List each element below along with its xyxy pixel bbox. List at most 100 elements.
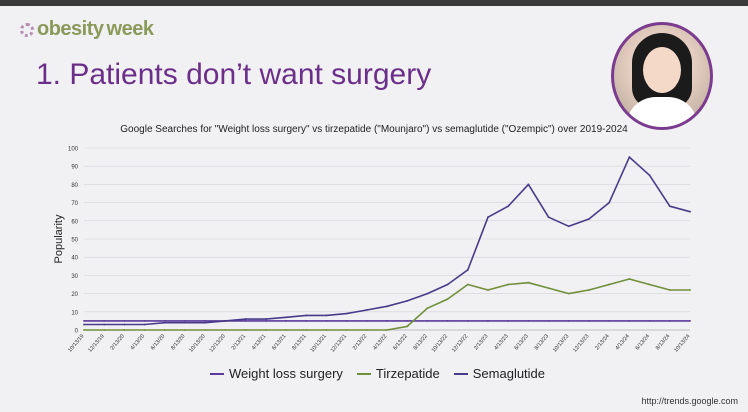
data-point-weight-loss-surgery [446, 320, 449, 322]
data-point-semaglutide [648, 174, 651, 177]
y-tick-label: 80 [71, 183, 78, 189]
data-point-semaglutide [406, 299, 409, 302]
data-point-weight-loss-surgery [83, 320, 85, 322]
data-point-tirzepatide [487, 289, 489, 291]
y-axis-label: Popularity [53, 214, 65, 263]
legend-item-tirzepatide: Tirzepatide [356, 366, 440, 381]
data-point-weight-loss-surgery [184, 320, 186, 322]
x-tick-label: 2/13/21 [231, 333, 247, 351]
x-tick-label: 12/13/23 [572, 333, 590, 353]
data-point-weight-loss-surgery [103, 320, 106, 322]
data-point-tirzepatide [244, 329, 247, 331]
data-point-semaglutide [103, 323, 106, 326]
data-point-tirzepatide [446, 298, 449, 300]
x-tick-label: 6/13/20 [150, 333, 166, 351]
top-edge [0, 0, 748, 6]
data-point-tirzepatide [668, 289, 671, 291]
data-point-semaglutide [547, 216, 550, 219]
data-point-weight-loss-surgery [466, 320, 469, 322]
x-tick-label: 10/13/19 [67, 333, 85, 353]
data-point-semaglutide [588, 218, 590, 220]
data-point-weight-loss-surgery [426, 320, 429, 322]
x-tick-label: 8/13/24 [655, 333, 671, 351]
x-tick-label: 4/13/21 [251, 333, 267, 351]
data-point-weight-loss-surgery [689, 320, 691, 322]
speaker-face [643, 47, 681, 93]
data-point-tirzepatide [83, 329, 85, 331]
data-point-semaglutide [608, 201, 611, 204]
x-tick-label: 10/13/23 [552, 333, 570, 353]
x-tick-label: 4/13/22 [372, 333, 388, 351]
speaker-body [626, 97, 698, 127]
data-point-semaglutide [527, 183, 530, 186]
y-tick-label: 0 [75, 329, 79, 335]
data-point-tirzepatide [123, 329, 126, 331]
x-tick-label: 10/13/24 [673, 333, 691, 353]
x-tick-label: 2/13/22 [352, 333, 368, 351]
data-point-semaglutide [184, 321, 186, 324]
data-point-tirzepatide [628, 278, 631, 280]
data-point-tirzepatide [143, 329, 146, 331]
data-point-weight-loss-surgery [123, 320, 126, 322]
data-point-tirzepatide [648, 283, 651, 286]
x-tick-label: 4/13/23 [493, 333, 509, 351]
data-point-weight-loss-surgery [244, 320, 247, 322]
y-tick-label: 60 [71, 219, 78, 225]
x-tick-label: 4/13/24 [615, 333, 631, 351]
data-point-semaglutide [567, 225, 570, 228]
data-point-weight-loss-surgery [648, 320, 651, 322]
data-point-weight-loss-surgery [567, 320, 570, 322]
y-tick-label: 90 [71, 165, 78, 171]
x-tick-label: 10/13/21 [310, 333, 328, 353]
data-point-semaglutide [628, 156, 631, 159]
data-point-semaglutide [264, 318, 267, 320]
data-point-semaglutide [83, 323, 85, 326]
x-tick-label: 12/13/20 [209, 333, 227, 353]
x-tick-label: 4/13/20 [130, 333, 146, 351]
data-point-semaglutide [365, 309, 368, 311]
y-tick-label: 10 [71, 310, 78, 316]
x-tick-label: 8/13/23 [534, 333, 550, 351]
logo-text-week: week [106, 18, 154, 40]
y-tick-label: 100 [68, 147, 79, 153]
data-point-semaglutide [345, 312, 348, 315]
data-point-tirzepatide [567, 292, 570, 295]
logo-text-obesity: obesity [37, 18, 104, 40]
data-point-tirzepatide [163, 329, 166, 331]
data-point-semaglutide [668, 205, 671, 208]
data-point-weight-loss-surgery [345, 320, 348, 322]
data-point-tirzepatide [406, 325, 409, 328]
data-point-semaglutide [204, 321, 207, 324]
chart-legend: Weight loss surgery Tirzepatide Semaglut… [210, 366, 545, 381]
data-point-tirzepatide [689, 289, 691, 291]
data-point-tirzepatide [345, 329, 348, 331]
series-line-semaglutide [84, 156, 691, 326]
data-point-semaglutide [689, 210, 691, 213]
data-point-semaglutide [143, 323, 146, 326]
data-point-tirzepatide [184, 329, 186, 331]
data-point-weight-loss-surgery [588, 320, 590, 322]
legend-swatch-semaglutide [453, 372, 468, 375]
data-point-semaglutide [487, 216, 489, 219]
x-tick-label: 8/13/20 [170, 333, 186, 351]
data-point-tirzepatide [103, 329, 106, 331]
data-point-semaglutide [224, 320, 227, 322]
x-tick-label: 6/13/21 [271, 333, 287, 351]
speaker-photo [611, 22, 713, 130]
data-point-tirzepatide [285, 329, 287, 331]
data-point-tirzepatide [325, 329, 328, 331]
data-point-semaglutide [285, 316, 287, 319]
data-point-tirzepatide [527, 281, 530, 284]
x-tick-label: 12/13/22 [451, 333, 469, 353]
y-tick-label: 30 [71, 274, 78, 280]
data-point-weight-loss-surgery [608, 320, 611, 322]
data-point-tirzepatide [386, 329, 388, 331]
y-tick-label: 20 [71, 292, 78, 298]
data-point-tirzepatide [466, 283, 469, 286]
data-point-semaglutide [305, 314, 308, 317]
data-point-weight-loss-surgery [204, 320, 207, 322]
data-point-weight-loss-surgery [143, 320, 146, 322]
data-point-semaglutide [244, 318, 247, 320]
data-point-weight-loss-surgery [628, 320, 631, 322]
